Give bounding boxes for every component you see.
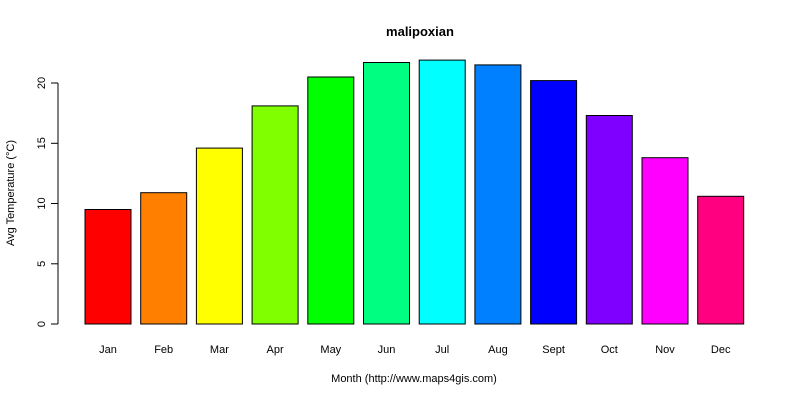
x-tick-labels: Jan Feb Mar Apr May Jun Jul Aug Sept Oct Nov Dec: [99, 344, 731, 356]
y-axis: 0 5 10 15 20: [36, 77, 59, 327]
y-tick-label: 5: [36, 261, 48, 267]
y-tick-label: 0: [36, 321, 48, 327]
x-tick-label: Sept: [542, 344, 565, 356]
x-tick-label: Jul: [435, 344, 449, 356]
bar-apr: [251, 105, 299, 325]
bar-may: [307, 76, 355, 325]
x-tick-label: Nov: [655, 344, 675, 356]
y-axis-label: Avg Temperature (°C): [5, 140, 17, 246]
bar-jun: [363, 62, 410, 325]
bar-mar: [195, 147, 243, 325]
bar-nov: [641, 157, 689, 325]
bar-jul: [418, 59, 466, 325]
x-tick-label: Feb: [154, 344, 173, 356]
bar-dec: [697, 195, 745, 325]
y-tick-label: 20: [36, 77, 48, 89]
x-tick-label: Apr: [267, 344, 284, 356]
x-tick-label: Mar: [210, 344, 229, 356]
y-tick-label: 10: [36, 197, 48, 209]
bar-feb: [140, 192, 188, 325]
bar-jan: [84, 209, 132, 325]
x-tick-label: Jan: [99, 344, 117, 356]
x-tick-label: May: [320, 344, 341, 356]
bars-group: [84, 59, 745, 325]
chart-title: malipoxian: [386, 24, 454, 39]
x-tick-label: Jun: [378, 344, 396, 356]
y-tick-label: 15: [36, 137, 48, 149]
x-tick-label: Aug: [488, 344, 508, 356]
bar-oct: [585, 115, 633, 325]
bar-sept: [530, 80, 578, 325]
x-tick-label: Dec: [711, 344, 731, 356]
x-axis-label: Month (http://www.maps4gis.com): [331, 373, 497, 385]
bar-aug: [474, 64, 522, 325]
x-tick-label: Oct: [601, 344, 618, 356]
